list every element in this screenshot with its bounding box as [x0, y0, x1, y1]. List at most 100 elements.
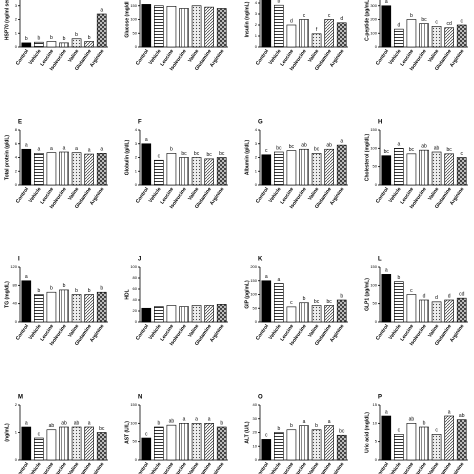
significance-letter: b — [315, 423, 318, 429]
y-tick-label: 2 — [15, 402, 18, 407]
x-tick-label: Control — [255, 461, 270, 474]
significance-letter: bc — [99, 426, 105, 432]
y-tick-label: 0 — [375, 457, 378, 462]
bar — [311, 33, 322, 48]
bar — [34, 294, 44, 323]
bar — [204, 6, 214, 48]
y-tick-label: 40 — [133, 297, 138, 302]
bar — [21, 148, 32, 186]
significance-letter: ab — [74, 420, 80, 426]
significance-letter: b — [37, 288, 40, 294]
significance-letter: bc — [276, 145, 282, 151]
y-tick-label: 100 — [250, 292, 257, 297]
y-tick-label: 120 — [10, 264, 17, 269]
x-tick-label: Arginine — [329, 461, 346, 474]
significance-letter: a — [88, 420, 91, 426]
bar — [456, 24, 467, 48]
x-tick-label: Valine — [427, 461, 440, 474]
x-tick-label: Leucine — [399, 461, 415, 474]
bar — [299, 425, 309, 461]
y-tick-label: 2 — [135, 155, 138, 160]
y-tick-label: 0 — [15, 182, 18, 187]
bar — [46, 429, 57, 461]
y-axis-label: Glucose (mg/dl — [124, 1, 130, 38]
significance-letter: b — [423, 420, 426, 426]
y-tick-label: 100 — [130, 420, 137, 425]
bar — [311, 153, 322, 186]
significance-letter: ab — [409, 417, 415, 423]
bar — [216, 157, 227, 186]
y-tick-label: 0 — [255, 44, 258, 49]
y-axis-label: Uric acid (mg/dL) — [364, 412, 370, 453]
bar — [96, 291, 107, 323]
significance-letter: ab — [169, 418, 175, 424]
significance-letter: b — [170, 147, 173, 153]
y-tick-label: 200 — [370, 17, 377, 22]
y-tick-label: 5 — [375, 439, 378, 444]
bar — [216, 426, 227, 461]
x-tick-label: Control — [375, 461, 390, 474]
y-axis-label: C-peptide (pg/mL) — [364, 0, 370, 41]
bar — [71, 294, 82, 323]
significance-letter: b — [100, 286, 103, 292]
bar — [381, 155, 392, 186]
y-tick-label: 0 — [15, 319, 18, 324]
significance-letter: d — [397, 22, 400, 28]
bar — [191, 423, 202, 461]
y-tick-label: 1 — [15, 430, 18, 435]
significance-letter: a — [385, 409, 388, 415]
significance-letter: b — [397, 275, 400, 281]
bar — [274, 432, 284, 461]
y-tick-label: 3 — [15, 3, 18, 8]
y-tick-label: 1 — [135, 168, 138, 173]
y-tick-label: 15 — [373, 402, 378, 407]
significance-letter: d — [435, 295, 438, 301]
y-tick-label: 80 — [133, 275, 138, 280]
y-tick-label: 150 — [370, 264, 377, 269]
y-tick-label: 50 — [373, 301, 378, 306]
y-tick-label: 2 — [15, 17, 18, 22]
y-tick-label: 1 — [15, 30, 18, 35]
significance-letter: a — [100, 147, 103, 153]
y-tick-label: 2 — [255, 22, 258, 27]
y-tick-label: 200 — [250, 264, 257, 269]
significance-letter: a — [397, 142, 400, 148]
y-tick-label: 0 — [255, 457, 258, 462]
y-tick-label: 4 — [135, 127, 138, 132]
significance-letter: a — [340, 138, 343, 144]
x-tick-label: Valine — [67, 461, 80, 474]
y-tick-label: 0 — [375, 319, 378, 324]
panel-letter: H — [378, 120, 382, 126]
significance-letter: a — [303, 419, 306, 425]
y-tick-label: 300 — [370, 3, 377, 8]
significance-letter: d — [448, 293, 451, 299]
bar — [444, 299, 454, 323]
significance-letter: b — [220, 420, 223, 426]
bar — [286, 306, 297, 323]
bar — [324, 305, 334, 323]
bar — [394, 148, 404, 186]
y-tick-label: 1 — [255, 168, 258, 173]
bar — [96, 13, 107, 48]
bar — [274, 4, 284, 48]
bar — [299, 302, 309, 323]
bar — [336, 22, 347, 48]
bar — [336, 299, 347, 323]
bar — [431, 301, 442, 323]
significance-letter: b — [303, 296, 306, 302]
bar — [419, 299, 429, 323]
y-tick-label: 50 — [133, 439, 138, 444]
significance-letter: bc — [339, 429, 345, 435]
significance-letter: c — [38, 431, 41, 437]
significance-letter: c — [145, 431, 148, 437]
bar — [34, 437, 44, 461]
y-tick-label: 6 — [15, 141, 18, 146]
bar — [154, 5, 164, 48]
significance-letter: bc — [314, 147, 320, 153]
bar — [166, 424, 177, 461]
y-tick-label: 0 — [375, 44, 378, 49]
bar — [299, 148, 309, 186]
y-tick-label: 150 — [370, 127, 377, 132]
y-axis-label: TG (mg/dL) — [4, 281, 10, 308]
significance-letter: b — [410, 13, 413, 19]
